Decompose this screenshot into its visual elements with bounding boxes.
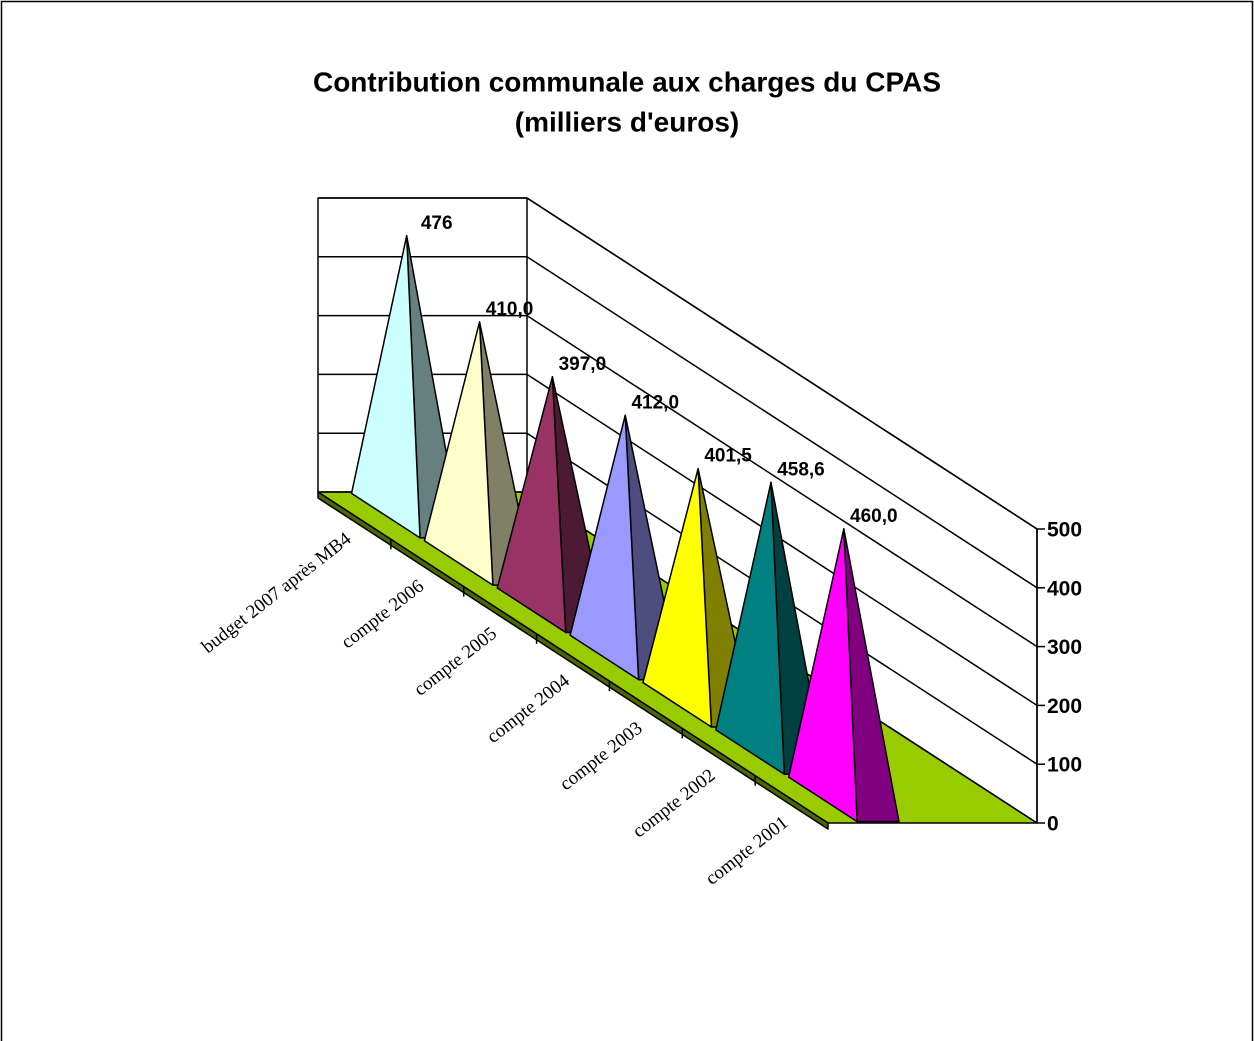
y-tick-label: 500 [1047, 519, 1082, 542]
chart-subtitle: (milliers d'euros) [515, 106, 740, 137]
pyramid-front [496, 376, 567, 634]
y-tick-label: 0 [1047, 813, 1059, 836]
y-tick-label: 400 [1047, 577, 1082, 600]
y-tick-label: 300 [1047, 636, 1082, 659]
data-label: 476 [421, 213, 453, 234]
grid-line [318, 256, 1038, 589]
pyramid-front [642, 467, 713, 728]
grid-line [318, 314, 1038, 648]
pyramid-front [787, 528, 858, 823]
chart-title: Contribution communale aux charges du CP… [313, 66, 941, 97]
data-label: 412,0 [631, 392, 679, 413]
pyramid-front [569, 414, 640, 681]
pyramid-front [350, 235, 421, 539]
data-label: 458,6 [777, 459, 825, 480]
data-label: 401,5 [704, 446, 752, 467]
y-tick-label: 200 [1047, 695, 1082, 718]
pyramid-front [715, 481, 786, 776]
y-tick-label: 100 [1047, 754, 1082, 777]
floor-edge [317, 491, 829, 830]
pyramid-front [423, 321, 494, 586]
data-label: 460,0 [850, 506, 898, 527]
data-label: 410,0 [486, 299, 534, 320]
data-label: 397,0 [559, 354, 607, 375]
grid-line [318, 197, 1038, 530]
